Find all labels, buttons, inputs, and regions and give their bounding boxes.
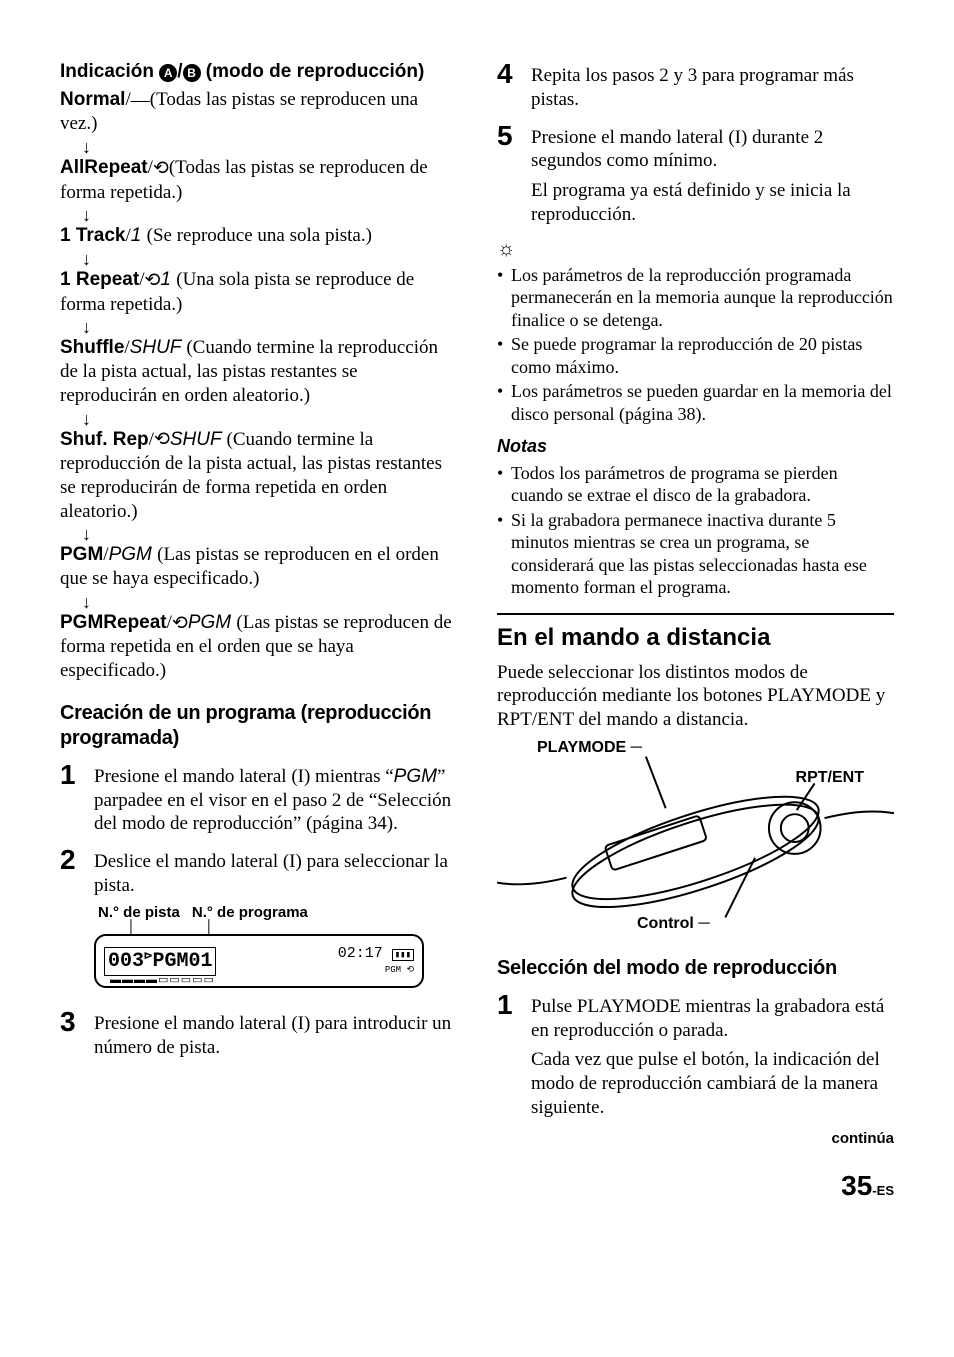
step-body: Deslice el mando lateral (I) para selecc… — [94, 846, 457, 998]
continued-label: continúa — [497, 1130, 894, 1149]
page-suffix: -ES — [872, 1183, 894, 1198]
mode-symbol-italic: SHUF — [170, 429, 227, 450]
mode-item: Shuf. Rep/⟲ SHUF (Cuando termine la repr… — [60, 428, 457, 524]
rptent-label: RPT/ENT — [796, 768, 864, 788]
page-number: 35 — [841, 1170, 872, 1201]
page-footer: 35-ES — [60, 1168, 894, 1203]
step-4: 4 Repita los pasos 2 y 3 para programar … — [497, 60, 894, 112]
program-creation-heading: Creación de un programa (reproducción pr… — [60, 701, 457, 751]
step-1: 1 Presione el mando lateral (I) mientras… — [60, 761, 457, 836]
lcd-right-block: 02:17 ▮▮▮ PGM ⟲ — [338, 946, 414, 976]
lcd-progress-bars: ▬▬▬▬▭▭▭▭▭ — [110, 974, 215, 988]
program-no-label: N.° de programa — [192, 904, 308, 923]
mode-symbol-italic: SHUF — [130, 337, 187, 358]
step-number: 1 — [60, 761, 94, 836]
mode-label: AllRepeat — [60, 157, 148, 178]
tip-item: Se puede programar la reproducción de 20… — [497, 333, 894, 378]
program-steps-cont: 4 Repita los pasos 2 y 3 para programar … — [497, 60, 894, 227]
circ-b: B — [183, 64, 201, 82]
remote-intro: Puede seleccionar los distintos modos de… — [497, 661, 894, 732]
lcd-time: 02:17 — [338, 945, 383, 962]
step-body: Presione el mando lateral (I) durante 2 … — [531, 122, 894, 227]
notes-list: Todos los parámetros de programa se pier… — [497, 462, 894, 599]
step-number: 5 — [497, 122, 531, 227]
mode-item: PGMRepeat/⟲ PGM (Las pistas se reproduce… — [60, 611, 457, 683]
mode-label: 1 Track — [60, 225, 126, 246]
mode-label: Normal — [60, 89, 125, 110]
step-body: Presione el mando lateral (I) para intro… — [94, 1008, 457, 1060]
repeat-icon: ⟲ — [153, 157, 169, 181]
select-mode-heading: Selección del modo de reproducción — [497, 956, 894, 981]
pgm-italic: PGM — [394, 766, 437, 787]
mode-item: 1 Track/1 (Se reproduce una sola pista.) — [60, 224, 457, 248]
down-arrow-icon: ↓ — [82, 208, 457, 222]
remote-heading: En el mando a distancia — [497, 613, 894, 653]
mode-symbol-italic: PGM — [109, 544, 158, 565]
heading-pre: Indicación — [60, 61, 159, 82]
lcd-display: ▬▬▬▬▭▭▭▭▭ 003⊳PGM01 02:17 ▮▮▮ PGM ⟲ — [94, 934, 424, 988]
mode-item: 1 Repeat/⟲ 1 (Una sola pista se reproduc… — [60, 268, 457, 316]
tip-item: Los parámetros de la reproducción progra… — [497, 264, 894, 332]
repeat-icon: ⟲ — [144, 269, 160, 293]
tips-list: Los parámetros de la reproducción progra… — [497, 264, 894, 426]
program-steps: 1 Presione el mando lateral (I) mientras… — [60, 761, 457, 1060]
play-modes-list: Normal/— (Todas las pistas se reproducen… — [60, 88, 457, 683]
step-body: Pulse PLAYMODE mientras la grabadora est… — [531, 991, 894, 1120]
step-number: 1 — [497, 991, 531, 1120]
lcd-labels: N.° de pista N.° de programa — [98, 904, 457, 923]
lcd-pointers: ││ — [94, 924, 457, 934]
lcd-main-text: 003⊳PGM01 — [104, 947, 216, 976]
select-mode-steps: 1 Pulse PLAYMODE mientras la grabadora e… — [497, 991, 894, 1120]
mode-label: PGMRepeat — [60, 612, 167, 633]
playmode-label: PLAYMODE ─ — [537, 738, 642, 758]
step-3: 3 Presione el mando lateral (I) para int… — [60, 1008, 457, 1060]
mode-item: Shuffle/SHUF (Cuando termine la reproduc… — [60, 336, 457, 407]
mode-symbol-italic: 1 — [131, 225, 147, 246]
repeat-icon: — — [131, 89, 150, 113]
step-body: Repita los pasos 2 y 3 para programar má… — [531, 60, 894, 112]
mode-symbol-italic: PGM — [188, 612, 237, 633]
indication-heading: Indicación A/B (modo de reproducción) — [60, 60, 457, 84]
repeat-icon: ⟲ — [172, 612, 188, 636]
mode-label: Shuf. Rep — [60, 429, 149, 450]
step-body: Presione el mando lateral (I) mientras “… — [94, 761, 457, 836]
repeat-icon: ⟲ — [154, 428, 170, 452]
notes-heading: Notas — [497, 435, 894, 458]
left-column: Indicación A/B (modo de reproducción) No… — [60, 60, 457, 1148]
mode-label: 1 Repeat — [60, 269, 139, 290]
heading-post: (modo de reproducción) — [201, 61, 425, 82]
track-no-label: N.° de pista — [98, 904, 180, 923]
down-arrow-icon: ↓ — [82, 320, 457, 334]
right-column: 4 Repita los pasos 2 y 3 para programar … — [497, 60, 894, 1148]
lcd-mode: PGM ⟲ — [385, 965, 414, 975]
note-item: Si la grabadora permanece inactiva duran… — [497, 509, 894, 599]
step-2: 2 Deslice el mando lateral (I) para sele… — [60, 846, 457, 998]
tip-icon: ☼ — [497, 237, 894, 262]
mode-item: Normal/— (Todas las pistas se reproducen… — [60, 88, 457, 136]
note-item: Todos los parámetros de programa se pier… — [497, 462, 894, 507]
down-arrow-icon: ↓ — [82, 595, 457, 609]
circ-a: A — [159, 64, 177, 82]
down-arrow-icon: ↓ — [82, 527, 457, 541]
control-label: Control ─ — [637, 914, 710, 934]
select-step-1: 1 Pulse PLAYMODE mientras la grabadora e… — [497, 991, 894, 1120]
down-arrow-icon: ↓ — [82, 252, 457, 266]
tip-item: Los parámetros se pueden guardar en la m… — [497, 380, 894, 425]
mode-label: Shuffle — [60, 337, 124, 358]
step-number: 4 — [497, 60, 531, 112]
step-number: 3 — [60, 1008, 94, 1060]
step-5: 5 Presione el mando lateral (I) durante … — [497, 122, 894, 227]
mode-item: AllRepeat/⟲ (Todas las pistas se reprodu… — [60, 156, 457, 204]
mode-desc: (Se reproduce una sola pista.) — [147, 225, 372, 246]
down-arrow-icon: ↓ — [82, 412, 457, 426]
down-arrow-icon: ↓ — [82, 140, 457, 154]
step-number: 2 — [60, 846, 94, 998]
remote-illustration: PLAYMODE ─ RPT/ENT Control ─ — [497, 738, 894, 938]
mode-symbol-italic: 1 — [160, 269, 176, 290]
mode-label: PGM — [60, 544, 103, 565]
heading-slash: / — [177, 61, 182, 82]
mode-item: PGM/PGM (Las pistas se reproducen en el … — [60, 543, 457, 591]
